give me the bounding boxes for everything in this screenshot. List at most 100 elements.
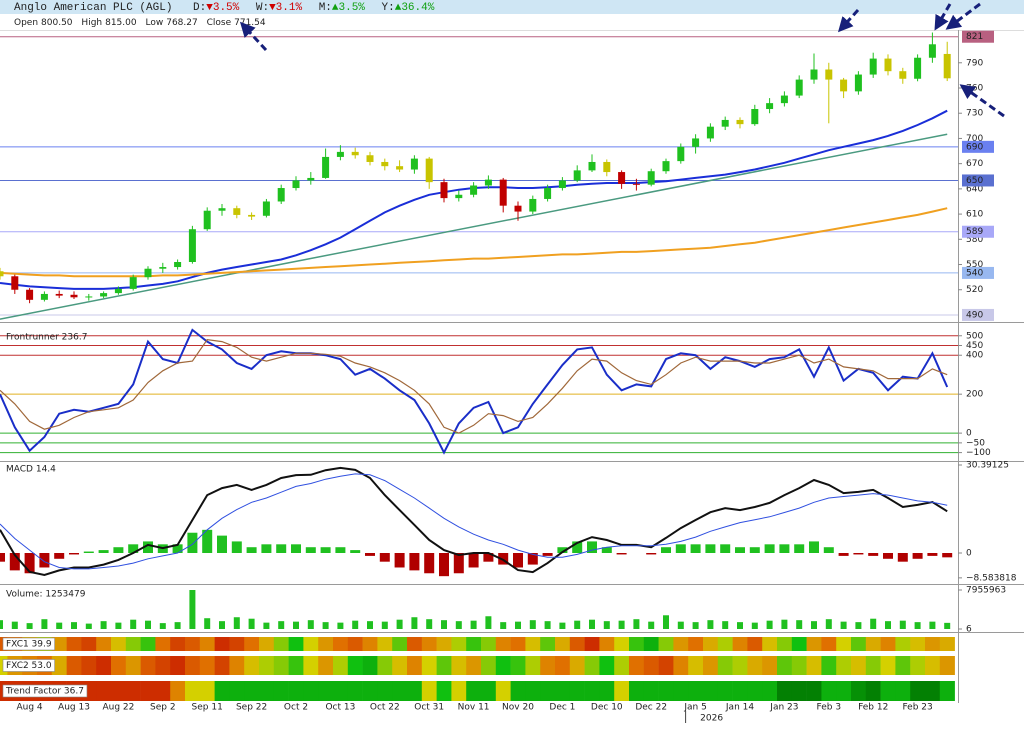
candle-body: [662, 161, 670, 172]
price-label: 821: [966, 32, 983, 42]
series-line: [0, 473, 948, 570]
heat-cell: [791, 656, 807, 675]
heat-cell: [362, 656, 378, 675]
x-tick-label: Sep 2: [150, 703, 176, 713]
heat-cell: [939, 656, 955, 675]
heat-cell: [66, 637, 82, 651]
x-tick-label: Feb 23: [902, 703, 932, 713]
y-tick-label: 520: [966, 285, 983, 295]
heat-cell: [140, 637, 156, 651]
x-tick-label: Feb 3: [817, 703, 842, 713]
y-tick-label: −100: [966, 448, 991, 458]
heat-cell: [584, 681, 600, 701]
macd-histogram-bar: [128, 544, 139, 553]
macd-histogram-bar: [172, 544, 183, 553]
y-tick-label: 580: [966, 235, 983, 245]
x-tick-label: Oct 13: [325, 703, 355, 713]
volume-bar: [381, 621, 388, 629]
macd-histogram-bar: [261, 544, 272, 553]
heat-cell: [880, 637, 896, 651]
heat-cell: [421, 681, 437, 701]
heat-cell: [777, 656, 793, 675]
candle-body: [425, 158, 433, 183]
candle-body: [499, 179, 507, 206]
macd-histogram-bar: [98, 550, 109, 553]
heat-cell: [288, 637, 304, 651]
candle-body: [914, 57, 922, 79]
candle-body: [943, 53, 951, 79]
ohlc-label: Low: [145, 18, 163, 28]
heat-cell: [510, 681, 526, 701]
macd-histogram-bar: [231, 541, 242, 553]
heat-cell: [318, 637, 334, 651]
candle-body: [396, 166, 404, 170]
heat-cell: [259, 637, 275, 651]
volume-bar: [885, 621, 891, 629]
macd-histogram-bar: [246, 547, 257, 553]
y-tick-label: 610: [966, 210, 983, 220]
volume-bar: [737, 622, 743, 629]
heat-cell: [717, 656, 733, 675]
candle-body: [766, 103, 774, 110]
heat-cell: [895, 637, 911, 651]
candle-body: [588, 161, 596, 171]
volume-bar: [633, 619, 640, 629]
heat-cell: [569, 656, 585, 675]
candle-body: [603, 161, 611, 173]
heat-cell: [481, 656, 497, 675]
volume-bar: [71, 622, 77, 629]
y-tick-label: 6: [966, 625, 972, 635]
candle-body: [218, 208, 226, 211]
candle-body: [248, 214, 256, 217]
heat-cell: [569, 681, 585, 701]
macd-histogram-bar: [202, 529, 213, 553]
macd-histogram-bar: [113, 547, 124, 553]
ohlc-value: 768.27: [166, 18, 198, 28]
volume-bar: [189, 590, 196, 629]
candle-body: [129, 277, 137, 289]
heat-cell: [599, 681, 615, 701]
candle-body: [544, 188, 552, 199]
row-title-box: [2, 637, 55, 651]
volume-bar: [100, 621, 107, 629]
volume-bar: [411, 617, 418, 629]
heat-cell: [111, 681, 127, 701]
volume-bar: [707, 620, 714, 629]
arrow: [959, 84, 1005, 118]
heat-cell: [540, 656, 556, 675]
volume-bar: [751, 622, 758, 629]
year-label: 2026: [700, 714, 723, 724]
heat-cell: [199, 681, 215, 701]
row-title: FXC1 39.9: [6, 640, 52, 650]
heat-cell: [333, 681, 349, 701]
volume-bar: [515, 621, 521, 629]
volume-bar: [840, 621, 847, 629]
macd-histogram-bar: [424, 553, 435, 574]
heat-cell: [407, 656, 423, 675]
heat-cell: [925, 637, 941, 651]
candle-body: [40, 293, 48, 300]
change-value: ▲3.5%: [332, 2, 365, 14]
y-tick-label: −8.583818: [966, 573, 1017, 583]
volume-bar: [529, 620, 536, 629]
ohlc-label: Open: [14, 18, 38, 28]
heat-cell: [347, 681, 363, 701]
heat-cell: [81, 656, 97, 675]
trendline: [0, 133, 948, 320]
heat-cell: [925, 681, 941, 701]
candle-body: [780, 95, 788, 104]
volume-bar: [663, 615, 669, 629]
candle-body: [410, 158, 418, 170]
volume-bar: [130, 619, 137, 629]
volume-bar: [307, 620, 314, 629]
heat-cell: [540, 681, 556, 701]
candle-body: [514, 205, 522, 212]
heat-cell: [170, 656, 186, 675]
candle-body: [721, 119, 729, 127]
heat-cell: [762, 656, 778, 675]
macd-histogram-bar: [513, 553, 523, 568]
heat-cell: [125, 681, 141, 701]
heat-cell: [466, 637, 482, 651]
macd-histogram-bar: [527, 553, 538, 565]
